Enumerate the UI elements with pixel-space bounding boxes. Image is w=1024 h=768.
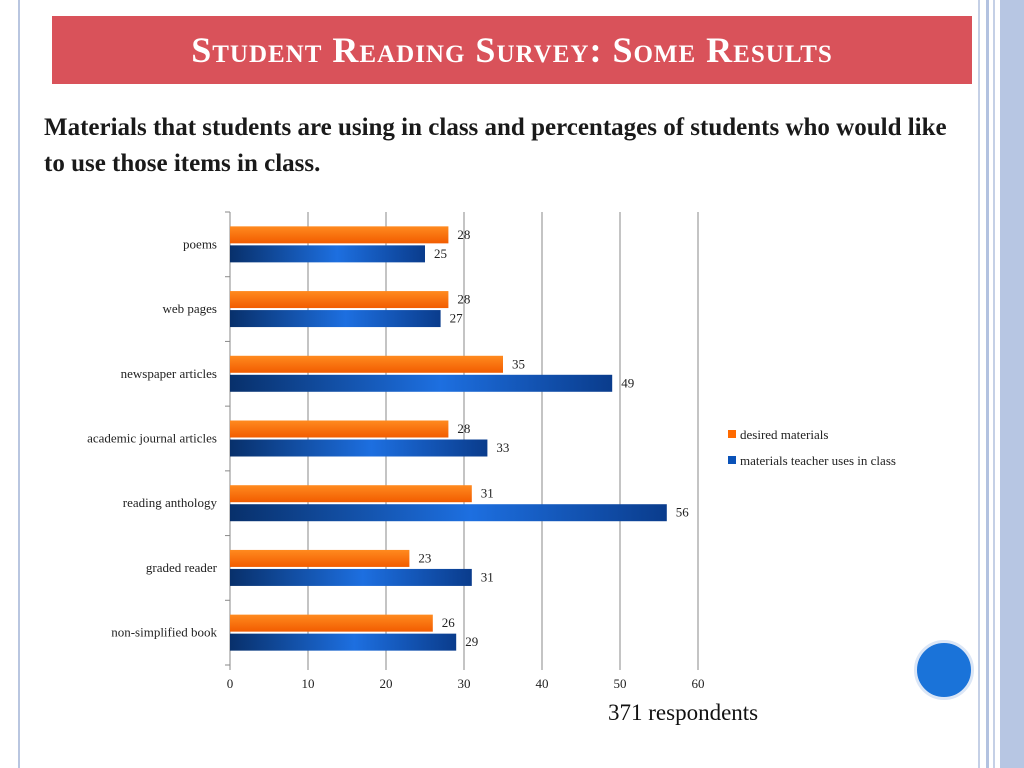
bars (230, 226, 667, 651)
legend-label: desired materials (740, 427, 828, 442)
x-tick-label: 10 (302, 676, 315, 691)
desired-bar (230, 420, 449, 438)
category-label: poems (183, 236, 217, 251)
data-label: 28 (457, 292, 470, 307)
left-decorative-rule (18, 0, 20, 768)
legend-swatch (728, 430, 736, 438)
x-tick-label: 30 (458, 676, 471, 691)
respondents-count: 371 respondents (608, 700, 759, 725)
data-label: 35 (512, 356, 525, 371)
teacher-bar (230, 439, 488, 457)
data-label: 29 (465, 634, 478, 649)
x-tick-label: 20 (380, 676, 393, 691)
data-label: 25 (434, 246, 447, 261)
labels: 0 10 20 30 40 50 60 poems 28 25 web pages 28 27 newsp… (87, 227, 704, 691)
category-label: newspaper articles (121, 366, 217, 381)
data-label: 26 (442, 615, 456, 630)
category-label: non-simplified book (111, 625, 217, 640)
x-tick-label: 0 (227, 676, 234, 691)
chart-subtitle: Materials that students are using in cla… (44, 114, 947, 177)
data-label: 31 (481, 569, 494, 584)
data-label: 23 (418, 550, 431, 565)
x-tick-label: 50 (614, 676, 627, 691)
data-label: 49 (621, 375, 634, 390)
teacher-bar (230, 310, 441, 328)
data-label: 31 (481, 486, 494, 501)
legend: desired materials materials teacher uses … (728, 427, 896, 468)
legend-swatch (728, 456, 736, 464)
category-label: graded reader (146, 560, 218, 575)
x-tick-label: 40 (536, 676, 549, 691)
title-bar: Student Reading Survey: Some Results (52, 16, 972, 84)
desired-bar (230, 549, 410, 567)
teacher-bar (230, 374, 613, 392)
category-label: web pages (162, 301, 217, 316)
desired-bar (230, 226, 449, 244)
decorative-circle (914, 640, 974, 700)
category-label: reading anthology (123, 495, 218, 510)
desired-bar (230, 485, 472, 503)
data-label: 33 (496, 440, 509, 455)
data-label: 28 (457, 421, 470, 436)
data-label: 56 (676, 505, 690, 520)
data-label: 27 (450, 311, 464, 326)
category-label: academic journal articles (87, 431, 217, 446)
desired-bar (230, 614, 433, 632)
desired-bar (230, 291, 449, 309)
desired-bar (230, 355, 503, 373)
teacher-bar (230, 568, 472, 586)
teacher-bar (230, 245, 425, 263)
x-tick-label: 60 (692, 676, 705, 691)
page-title: Student Reading Survey: Some Results (191, 30, 833, 70)
teacher-bar (230, 633, 457, 651)
gridlines (225, 211, 699, 670)
right-decorative-stripes (978, 0, 1024, 768)
legend-label: materials teacher uses in class (740, 453, 896, 468)
teacher-bar (230, 504, 667, 522)
data-label: 28 (457, 227, 470, 242)
